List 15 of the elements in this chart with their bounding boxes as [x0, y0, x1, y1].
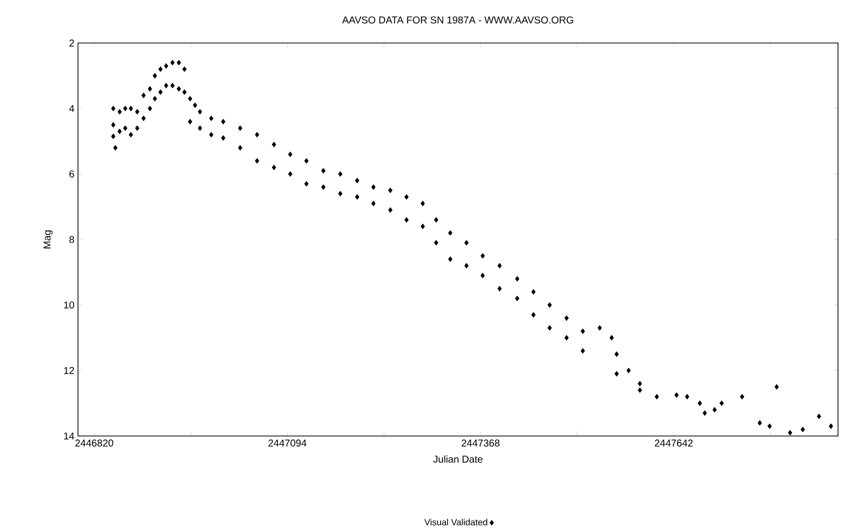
y-tick-label: 10 [64, 302, 74, 309]
y-tick-label: 12 [64, 367, 74, 374]
legend-label: Visual Validated [424, 518, 488, 526]
x-axis-title: Julian Date [433, 456, 482, 463]
y-tick-label: 8 [69, 236, 74, 244]
y-tick-label: 4 [69, 105, 74, 112]
y-tick-label: 14 [64, 432, 74, 440]
y-tick-label: 2 [69, 40, 74, 47]
x-tick-label: 2447642 [654, 440, 693, 447]
chart-title: AAVSO DATA FOR SN 1987A - WWW.AAVSO.ORG [342, 16, 574, 24]
y-axis-title: Mag [44, 230, 53, 248]
x-tick-label: 2447094 [268, 440, 306, 447]
y-tick-label: 6 [69, 170, 74, 178]
x-tick-label: 2447368 [462, 440, 500, 447]
x-tick-label: 2446820 [75, 440, 114, 447]
